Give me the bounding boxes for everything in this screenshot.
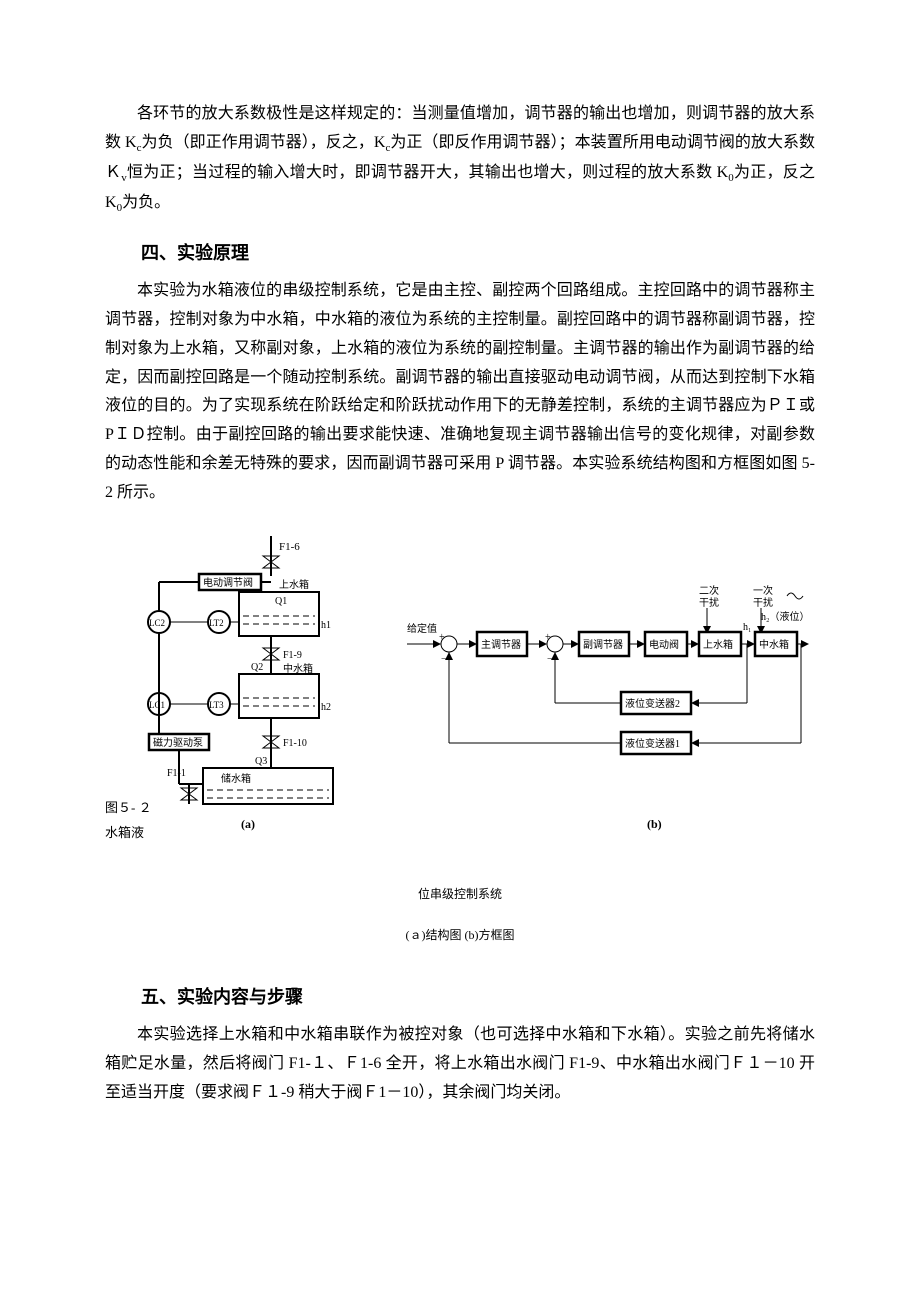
label-setpoint: 给定值 <box>407 622 437 635</box>
label-valve-b: 电动阀 <box>649 638 679 651</box>
label-lvl-tx1: 液位变送器1 <box>625 737 680 750</box>
label-f1-6: F1-6 <box>279 541 300 553</box>
label-mid-tank: 中水箱 <box>283 662 313 675</box>
label-lc2: LC2 <box>149 618 165 628</box>
paragraph-principle: 本实验为水箱液位的串级控制系统，它是由主控、副控两个回路组成。主控回路中的调节器… <box>105 277 815 507</box>
label-dist2: 二次干扰 <box>699 584 719 609</box>
para1-mid1: 为负（即正作用调节器），反之，K <box>142 134 386 151</box>
figure-caption: 位串级控制系统 <box>105 884 815 906</box>
paragraph-polarity: 各环节的放大系数极性是这样规定的：当测量值增加，调节器的输出也增加，则调节器的放… <box>105 100 815 219</box>
diagram-a-letter: (a) <box>241 817 255 831</box>
label-main-ctrl: 主调节器 <box>481 639 521 651</box>
label-valve: 电动调节阀 <box>203 576 253 589</box>
figure-5-2: 图５- ２ 水箱液 F1-6 电动调节阀 上水箱 Q1 <box>105 536 815 866</box>
para1-mid3: 恒为正；当过程的输入增大时，即调节器开大，其输出也增大，则过程的放大系数 K <box>127 164 728 181</box>
label-h2: h2 <box>321 702 331 713</box>
label-q1: Q1 <box>275 596 287 607</box>
figure-caption-sub: (ａ)结构图 (b)方框图 <box>105 925 815 947</box>
sum2-plus: + <box>545 632 551 643</box>
label-lt2: LT2 <box>209 618 224 628</box>
label-h1: h1 <box>321 620 331 631</box>
label-lc1: LC1 <box>149 700 165 710</box>
paragraph-steps: 本实验选择上水箱和中水箱串联作为被控对象（也可选择中水箱和下水箱）。实验之前先将… <box>105 1021 815 1107</box>
sum1-plus: + <box>439 632 445 643</box>
label-h1-b: h₁ <box>743 622 752 633</box>
label-mid-tank-b: 中水箱 <box>759 638 789 651</box>
label-q3: Q3 <box>255 756 267 767</box>
label-upper-tank-b: 上水箱 <box>703 638 733 651</box>
diagram-a: F1-6 电动调节阀 上水箱 Q1 h1 LT2 <box>111 536 371 836</box>
label-dist1: 一次干扰 <box>753 584 773 609</box>
label-lt3: LT3 <box>209 700 224 710</box>
heading-steps: 五、实验内容与步骤 <box>141 981 815 1013</box>
diagram-b: 二次干扰 一次干扰 给定值 + − <box>399 536 809 836</box>
label-storage: 储水箱 <box>221 772 251 785</box>
label-f1-1: F1-1 <box>167 768 186 779</box>
label-h2-level: h₂（液位） <box>761 610 809 623</box>
label-f1-9: F1-9 <box>283 650 302 661</box>
label-f1-10: F1-10 <box>283 738 307 749</box>
label-q2: Q2 <box>251 662 263 673</box>
label-lvl-tx2: 液位变送器2 <box>625 697 680 710</box>
para1-end: 为负。 <box>122 194 170 211</box>
label-upper-tank: 上水箱 <box>279 578 309 591</box>
label-sub-ctrl: 副调节器 <box>583 639 623 651</box>
diagram-b-letter: (b) <box>647 817 662 831</box>
heading-principle: 四、实验原理 <box>141 237 815 269</box>
label-pump: 磁力驱动泵 <box>153 736 203 749</box>
